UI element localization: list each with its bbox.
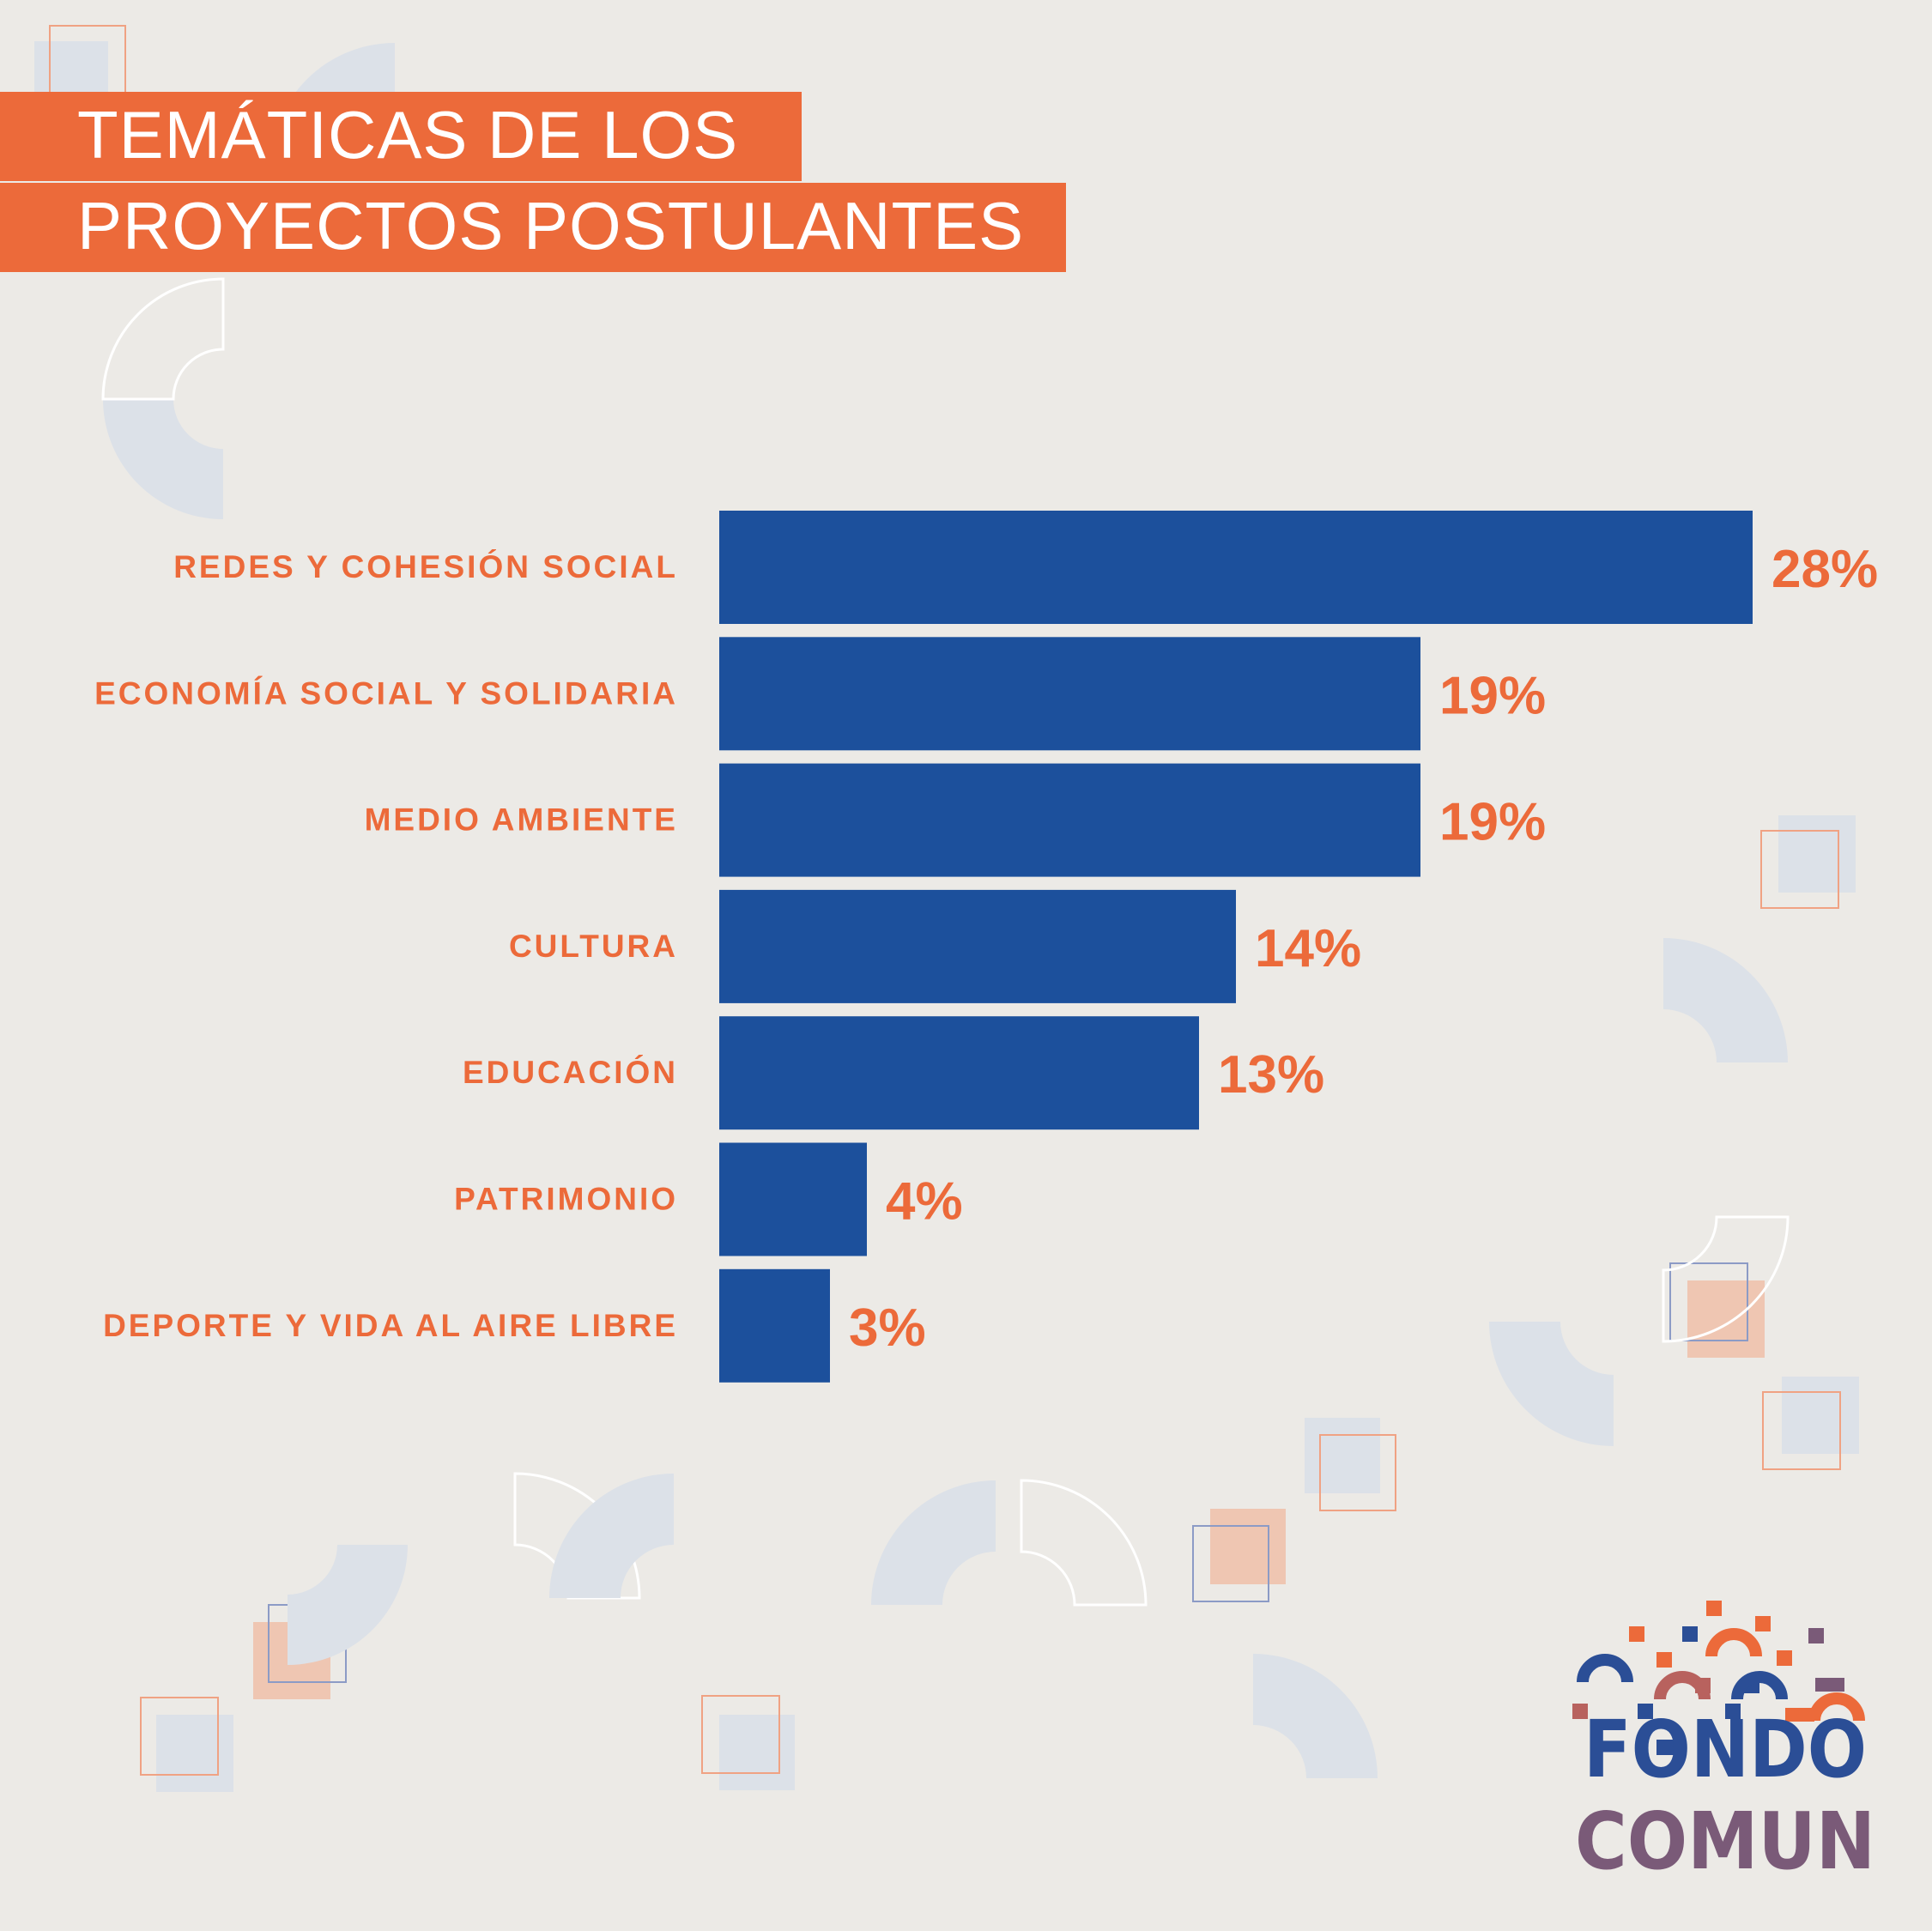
logo-confetti-piece [1638, 1704, 1653, 1719]
bar-4 [719, 889, 1236, 1003]
category-label: CULTURA [509, 929, 678, 964]
logo-confetti-arc [1577, 1654, 1633, 1683]
deco-quarter-ring [1253, 1654, 1378, 1778]
value-label: 19% [1439, 793, 1546, 852]
value-label: 13% [1218, 1045, 1324, 1105]
category-label: MEDIO AMBIENTE [365, 802, 678, 838]
logo-text-line-2: COMUN [1575, 1795, 1875, 1884]
deco-quarter-ring [103, 399, 223, 519]
deco-square [1782, 1377, 1859, 1454]
deco-quarter-ring [871, 1480, 996, 1605]
logo-confetti-piece [1815, 1678, 1844, 1692]
fondo-comun-logo: FONDO COMUN [1572, 1601, 1875, 1884]
logo-confetti-piece [1808, 1628, 1824, 1643]
logo-confetti-piece [1706, 1601, 1722, 1616]
value-label: 3% [849, 1298, 926, 1358]
category-label: PATRIMONIO [454, 1182, 678, 1217]
deco-square [1305, 1418, 1380, 1493]
logo-confetti-arc [1654, 1671, 1711, 1700]
bar-2 [719, 637, 1420, 751]
confetti-logo-icon [1572, 1601, 1865, 1755]
logo-confetti-piece [1725, 1704, 1741, 1719]
deco-square-outline [1760, 830, 1839, 909]
logo-confetti-piece [1755, 1616, 1771, 1631]
deco-quarter-ring [101, 277, 225, 401]
page-title-line-2: PROYECTOS POSTULANTES [0, 183, 1066, 272]
logo-confetti-piece [1629, 1626, 1644, 1642]
deco-quarter-ring [513, 1472, 641, 1600]
deco-square [1778, 815, 1856, 893]
deco-quarter-ring [549, 1474, 674, 1598]
deco-quarter-ring [1662, 1215, 1790, 1343]
logo-confetti-arc [1705, 1628, 1762, 1657]
page-title-line-1: TEMÁTICAS DE LOS [0, 92, 802, 181]
logo-confetti-piece [1572, 1704, 1588, 1719]
logo-confetti-piece [1656, 1740, 1686, 1755]
logo-confetti-arc [1731, 1671, 1788, 1700]
logo-confetti-piece [1785, 1708, 1814, 1722]
deco-square-outline [1669, 1262, 1748, 1341]
logo-confetti-piece [1682, 1626, 1698, 1642]
value-label: 19% [1439, 666, 1546, 725]
deco-square [1687, 1280, 1765, 1358]
deco-square-outline [140, 1697, 219, 1776]
logo-confetti-arc [1808, 1692, 1865, 1722]
bar-6 [719, 1142, 867, 1256]
logo-confetti-piece [1656, 1652, 1672, 1668]
deco-square-outline [701, 1695, 780, 1774]
deco-square [1210, 1509, 1286, 1584]
deco-quarter-ring [288, 1545, 408, 1665]
deco-quarter-ring [1489, 1322, 1614, 1446]
deco-square-outline [1319, 1434, 1396, 1511]
value-label: 28% [1772, 540, 1878, 599]
category-label: EDUCACIÓN [463, 1054, 678, 1090]
deco-square [719, 1715, 795, 1790]
logo-text-line-1: FONDO [1584, 1704, 1867, 1795]
bar-1 [719, 511, 1753, 624]
bar-5 [719, 1016, 1199, 1130]
category-label: REDES Y COHESIÓN SOCIAL [173, 548, 678, 584]
deco-square-outline [1192, 1525, 1269, 1602]
logo-confetti-piece [1777, 1650, 1792, 1666]
deco-square-outline [1762, 1391, 1841, 1470]
value-label: 14% [1255, 919, 1361, 978]
category-label: DEPORTE Y VIDA AL AIRE LIBRE [103, 1308, 678, 1343]
category-label: ECONOMÍA SOCIAL Y SOLIDARIA [94, 675, 678, 711]
value-label: 4% [886, 1172, 963, 1232]
bar-7 [719, 1268, 830, 1383]
bar-3 [719, 763, 1420, 877]
deco-quarter-ring [1663, 938, 1788, 1062]
deco-quarter-ring [1020, 1479, 1148, 1607]
deco-square [156, 1715, 233, 1792]
